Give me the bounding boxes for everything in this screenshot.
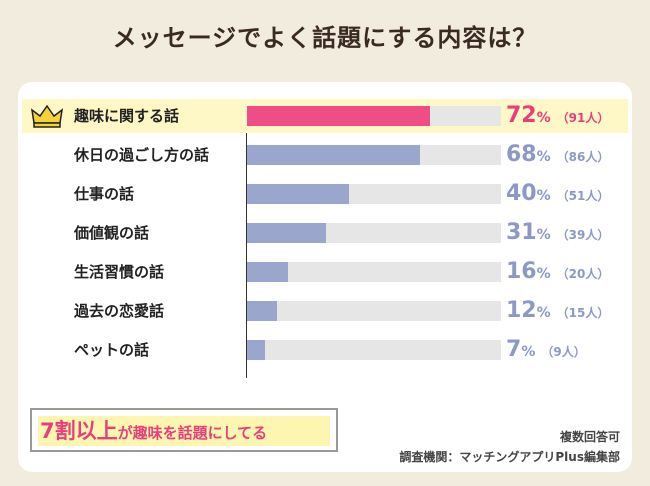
percent-unit: % xyxy=(536,227,551,243)
callout-emphasis: 7割以上 xyxy=(40,419,118,443)
percent-unit: % xyxy=(536,305,551,321)
respondent-count: （91人） xyxy=(556,111,610,125)
callout-rest: が趣味を話題にしてる xyxy=(117,424,268,442)
callout-text: 7割以上が趣味を話題にしてる xyxy=(40,415,267,445)
respondent-count: （9人） xyxy=(541,345,586,359)
bar-track xyxy=(247,223,501,243)
bar-track xyxy=(247,106,501,126)
chart-title: メッセージでよく話題にする内容は？ xyxy=(112,24,538,52)
category-label: 生活習慣の話 xyxy=(74,263,165,281)
percent-unit: % xyxy=(536,110,551,126)
bar-track xyxy=(247,184,501,204)
bar xyxy=(247,106,430,126)
bar xyxy=(247,262,288,282)
chart-row: ペットの話 7% （9人） xyxy=(18,333,632,367)
chart-row: 価値観の話 31% （39人） xyxy=(18,216,632,250)
respondent-count: （86人） xyxy=(556,150,610,164)
category-label: 仕事の話 xyxy=(74,185,135,203)
chart-card: 趣味に関する話 72% （91人） 休日の過ごし方の話 68% （86人） 仕事の話 40% （… xyxy=(18,82,632,472)
bar xyxy=(247,145,420,165)
value-label: 72% （91人） xyxy=(506,99,626,133)
respondent-count: （15人） xyxy=(556,306,610,320)
chart-row: 仕事の話 40% （51人） xyxy=(18,177,632,211)
value-label: 16% （20人） xyxy=(506,255,626,289)
source-note: 調査機関：マッチングアプリPlus編集部 xyxy=(399,450,620,464)
category-label: 趣味に関する話 xyxy=(74,107,180,125)
percent-unit: % xyxy=(536,266,551,282)
value-label: 68% （86人） xyxy=(506,138,626,172)
percent-value: 7 xyxy=(506,337,522,362)
value-label: 12% （15人） xyxy=(506,294,626,328)
multiple-answers-note: 複数回答可 xyxy=(559,430,620,444)
percent-value: 16 xyxy=(506,259,537,284)
chart-row: 休日の過ごし方の話 68% （86人） xyxy=(18,138,632,172)
summary-callout: 7割以上が趣味を話題にしてる xyxy=(30,408,338,452)
crown-icon xyxy=(30,104,64,128)
chart-row: 趣味に関する話 72% （91人） xyxy=(22,99,628,133)
respondent-count: （20人） xyxy=(556,267,610,281)
respondent-count: （39人） xyxy=(556,228,610,242)
percent-value: 40 xyxy=(506,181,537,206)
bar-track xyxy=(247,262,501,282)
category-label: 価値観の話 xyxy=(74,224,150,242)
percent-value: 68 xyxy=(506,142,537,167)
percent-value: 31 xyxy=(506,220,537,245)
percent-value: 72 xyxy=(506,103,537,128)
bar xyxy=(247,340,265,360)
category-label: 過去の恋愛話 xyxy=(74,302,165,320)
bar xyxy=(247,223,326,243)
percent-value: 12 xyxy=(506,298,537,323)
y-axis-line xyxy=(246,100,247,378)
percent-unit: % xyxy=(536,188,551,204)
bar-track xyxy=(247,301,501,321)
bar xyxy=(247,184,349,204)
category-label: ペットの話 xyxy=(74,341,150,359)
value-label: 31% （39人） xyxy=(506,216,626,250)
value-label: 7% （9人） xyxy=(506,333,626,367)
value-label: 40% （51人） xyxy=(506,177,626,211)
percent-unit: % xyxy=(536,149,551,165)
category-label: 休日の過ごし方の話 xyxy=(74,146,210,164)
percent-unit: % xyxy=(521,344,536,360)
callout-background xyxy=(38,416,330,446)
chart-row: 生活習慣の話 16% （20人） xyxy=(18,255,632,289)
bar-track xyxy=(247,340,501,360)
chart-row: 過去の恋愛話 12% （15人） xyxy=(18,294,632,328)
respondent-count: （51人） xyxy=(556,189,610,203)
bar-track xyxy=(247,145,501,165)
bar xyxy=(247,301,278,321)
